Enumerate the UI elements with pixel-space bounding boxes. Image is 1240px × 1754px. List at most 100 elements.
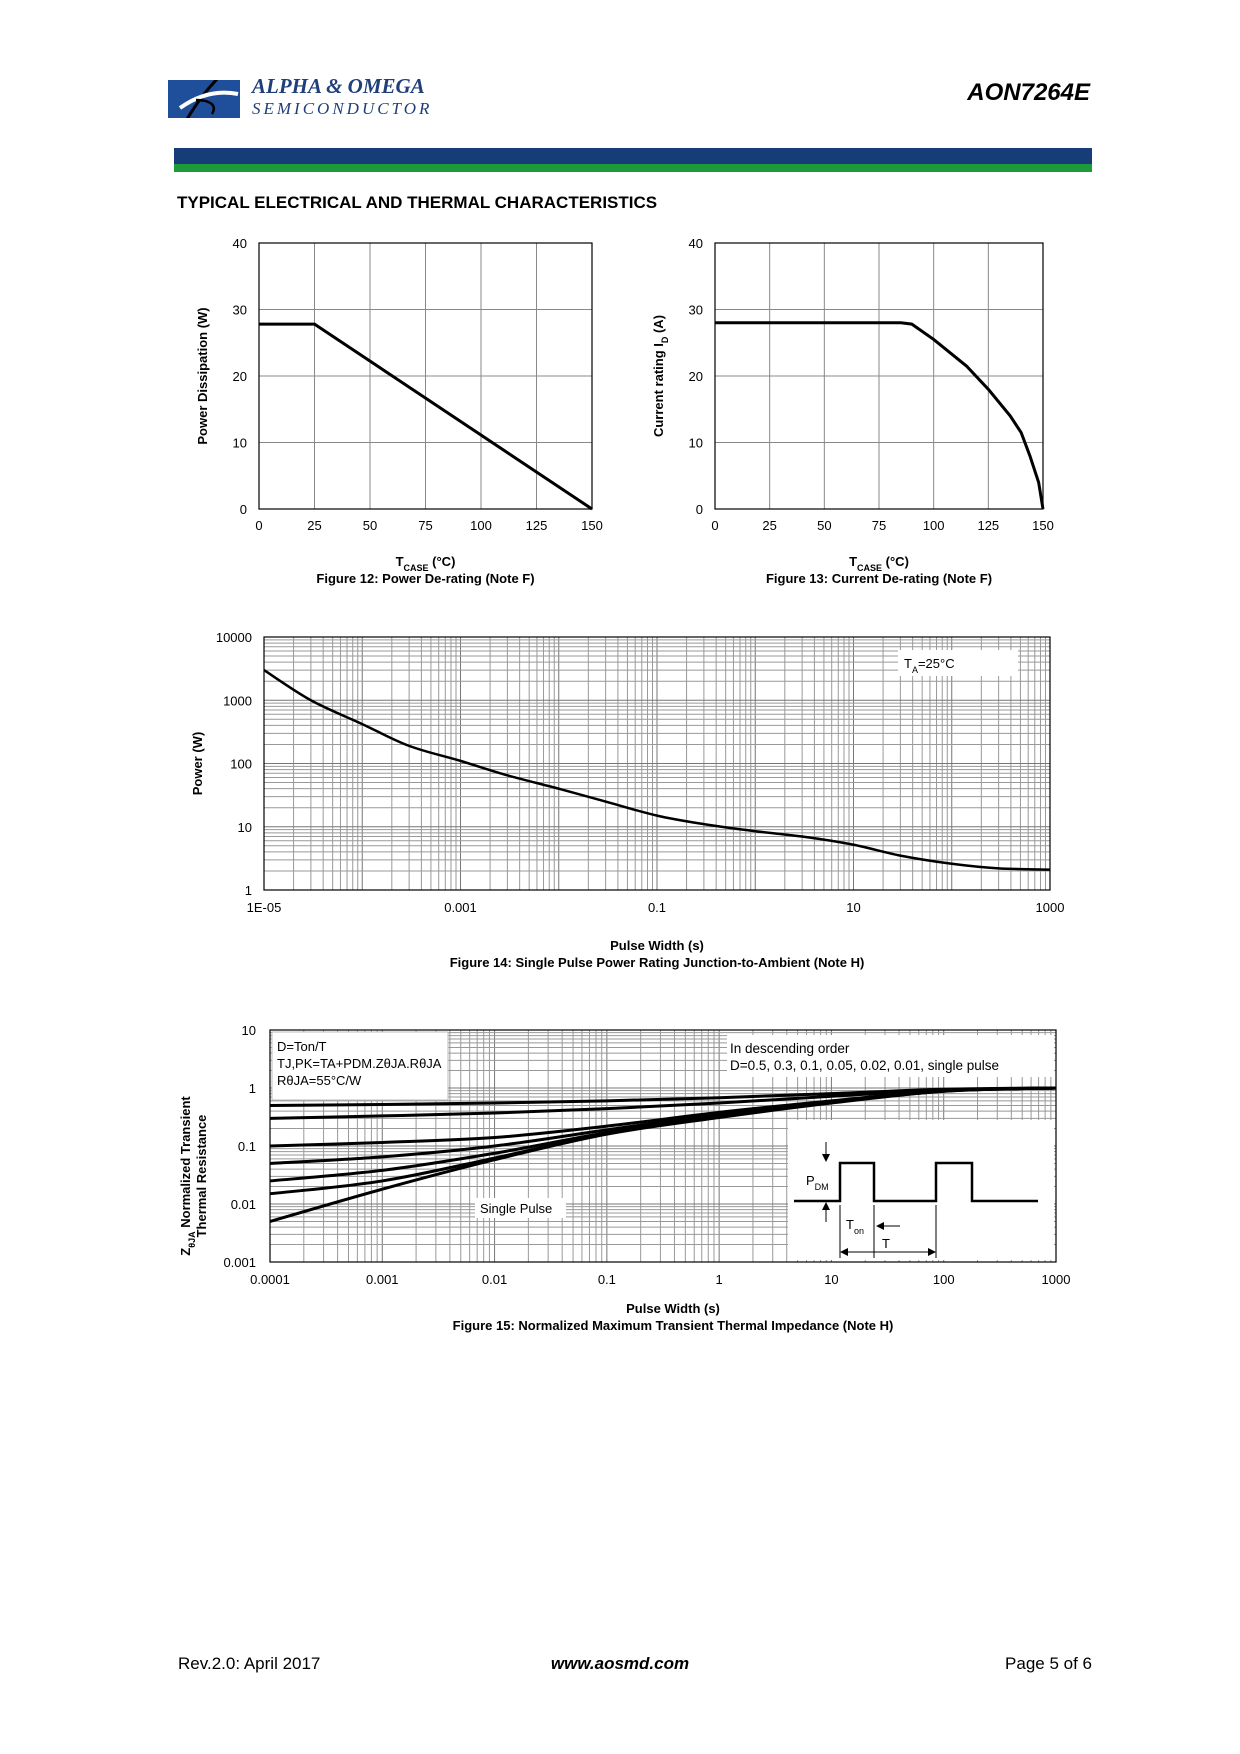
series-line <box>269 1086 1057 1107</box>
pdm-arrowhead-top <box>822 1154 830 1162</box>
legend-left-line: TJ,PK=TA+PDM.ZθJA.RθJA <box>277 1056 442 1071</box>
series-line <box>269 1086 1057 1165</box>
y-tick-label: 30 <box>233 303 247 318</box>
header-bar-green <box>174 164 1092 172</box>
plot-frame <box>263 636 1051 891</box>
y-tick-label: 0.001 <box>223 1255 256 1270</box>
x-tick-label: 0.01 <box>482 1272 507 1287</box>
x-tick-label: 0.0001 <box>250 1272 290 1287</box>
y-tick-label: 40 <box>689 236 703 251</box>
footer-website[interactable]: www.aosmd.com <box>550 1654 690 1673</box>
series-line <box>269 1086 1057 1196</box>
legend-left-line: D=Ton/T <box>277 1039 327 1054</box>
y-tick-label: 10 <box>233 436 247 451</box>
x-axis-label: Pulse Width (s) <box>626 1301 720 1316</box>
chart-13-group: 0 25 50 75 100 125 150 0 10 20 30 40 TCASE (°C)Figur… <box>651 236 1054 586</box>
series-line <box>269 1086 1057 1148</box>
series-line <box>269 1086 1057 1120</box>
series-line <box>715 321 1045 510</box>
y-axis-label-line2: Thermal Resistance <box>194 1115 209 1238</box>
annotation-box <box>898 650 1018 676</box>
legend-right-line: In descending order <box>730 1041 850 1056</box>
x-tick-label: 0.001 <box>444 900 477 915</box>
chart-15-group: 0.0001 0.001 0.01 0.1 1 10 100 1000 0.001 0.01 0.1… <box>178 1023 1070 1333</box>
y-axis-label: Current rating ID (A) <box>651 315 670 437</box>
x-tick-label: 1 <box>716 1272 723 1287</box>
period-arrowhead-right <box>928 1248 936 1256</box>
logo-name: ALPHA & OMEGA <box>252 74 425 98</box>
header-bar-blue <box>174 148 1092 164</box>
y-tick-label: 10 <box>689 436 703 451</box>
y-axis-label: Power Dissipation (W) <box>195 307 210 444</box>
ton-arrowhead <box>876 1222 884 1230</box>
x-tick-label: 150 <box>1032 518 1054 533</box>
plot-frame <box>269 1029 1057 1263</box>
y-tick-label: 40 <box>233 236 247 251</box>
pdm-label: PDM <box>806 1173 829 1192</box>
series-line <box>269 1086 1057 1183</box>
x-tick-label: 0.1 <box>598 1272 616 1287</box>
legend-left-line: RθJA=55°C/W <box>277 1073 362 1088</box>
chart-title: Figure 14: Single Pulse Power Rating Jun… <box>450 955 865 970</box>
series-line <box>263 669 1051 871</box>
pulse-diagram-box <box>788 1120 1054 1260</box>
y-axis-label: Power (W) <box>190 732 205 796</box>
x-tick-label: 0 <box>255 518 262 533</box>
period-arrowhead-left <box>840 1248 848 1256</box>
x-axis-label: TCASE (°C) <box>396 554 456 573</box>
company-logo <box>168 74 240 125</box>
alpha-omega-logo-icon <box>178 74 239 125</box>
legend-box-left <box>271 1031 449 1101</box>
x-tick-label: 100 <box>933 1272 955 1287</box>
y-tick-label: 10 <box>238 820 252 835</box>
chart-14-group: 1E-05 0.001 0.1 10 1000 1 10 100 1000 10000 TA=25°… <box>190 630 1064 970</box>
x-axis-label: TCASE (°C) <box>849 554 909 573</box>
pulse-waveform <box>794 1161 1038 1203</box>
x-tick-label: 10 <box>846 900 860 915</box>
period-label: T <box>882 1236 890 1251</box>
section-title: TYPICAL ELECTRICAL AND THERMAL CHARACTER… <box>177 193 658 212</box>
y-tick-label: 1000 <box>223 693 252 708</box>
plot-frame <box>258 242 593 510</box>
footer-page-number: Page 5 of 6 <box>1005 1654 1092 1673</box>
ton-label: Ton <box>846 1217 864 1236</box>
ambient-temp-annotation: TA=25°C <box>904 656 955 675</box>
x-tick-label: 100 <box>923 518 945 533</box>
x-tick-label: 50 <box>363 518 377 533</box>
y-tick-label: 0.1 <box>238 1139 256 1154</box>
y-tick-label: 0 <box>696 502 703 517</box>
x-tick-label: 0 <box>711 518 718 533</box>
x-tick-label: 10 <box>824 1272 838 1287</box>
single-pulse-label: Single Pulse <box>480 1201 552 1216</box>
series-line <box>259 322 593 511</box>
chart-title: Figure 13: Current De-rating (Note F) <box>766 571 992 586</box>
legend-box-right <box>727 1035 1054 1077</box>
x-tick-label: 75 <box>872 518 886 533</box>
y-tick-label: 10000 <box>216 630 252 645</box>
legend-right-line: D=0.5, 0.3, 0.1, 0.05, 0.02, 0.01, singl… <box>730 1058 999 1073</box>
logo-subtitle: SEMICONDUCTOR <box>252 99 433 118</box>
x-tick-label: 25 <box>307 518 321 533</box>
y-tick-label: 20 <box>233 369 247 384</box>
single-pulse-label-box <box>475 1198 566 1218</box>
y-tick-label: 30 <box>689 303 703 318</box>
y-tick-label: 100 <box>230 757 252 772</box>
x-tick-label: 25 <box>762 518 776 533</box>
y-tick-label: 0 <box>240 502 247 517</box>
x-tick-label: 150 <box>581 518 603 533</box>
x-tick-label: 50 <box>817 518 831 533</box>
x-tick-label: 75 <box>418 518 432 533</box>
x-tick-label: 1E-05 <box>247 900 282 915</box>
x-tick-label: 1000 <box>1036 900 1065 915</box>
y-tick-label: 10 <box>242 1023 256 1038</box>
y-axis-label-line1: ZθJA Normalized Transient <box>178 1096 197 1256</box>
x-tick-label: 125 <box>977 518 999 533</box>
x-axis-label: Pulse Width (s) <box>610 938 704 953</box>
x-tick-label: 100 <box>470 518 492 533</box>
part-number: AON7264E <box>967 79 1090 106</box>
chart-title: Figure 15: Normalized Maximum Transient … <box>453 1318 894 1333</box>
chart-12-group: 0 25 50 75 100 125 150 0 10 20 30 40 TCASE (°C)Figur… <box>195 236 603 586</box>
x-tick-label: 1000 <box>1042 1272 1071 1287</box>
y-tick-label: 1 <box>249 1081 256 1096</box>
y-tick-label: 20 <box>689 369 703 384</box>
